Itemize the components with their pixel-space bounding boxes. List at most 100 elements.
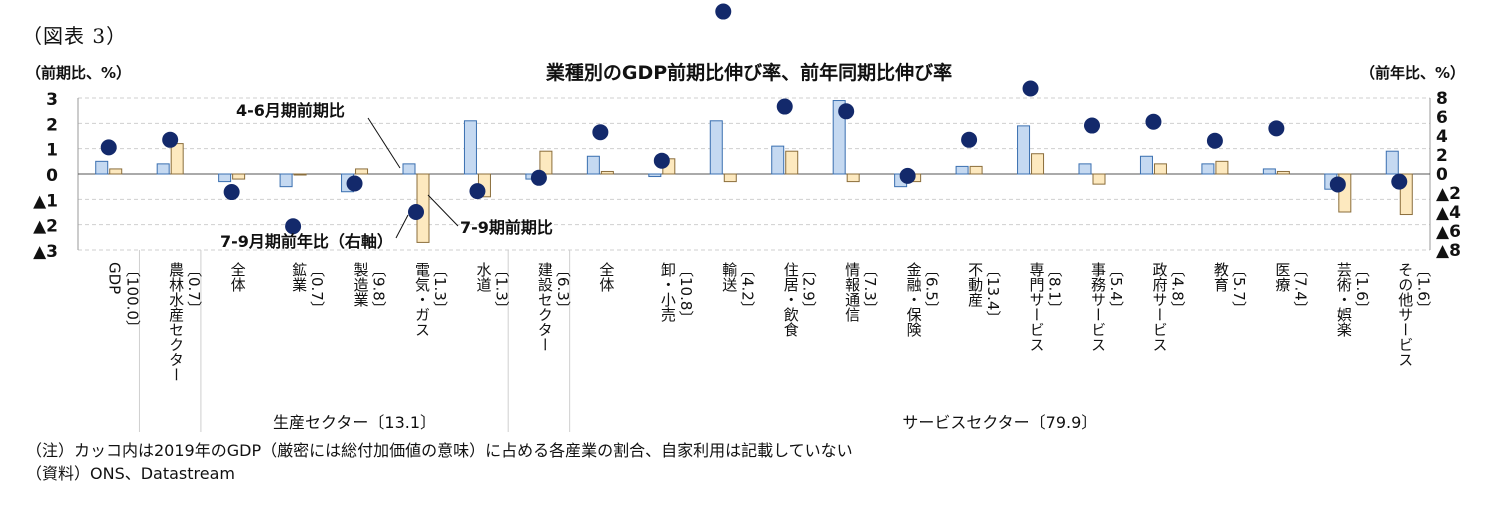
bar [846, 173, 860, 183]
category-label: 全体 [229, 261, 247, 292]
bar [1017, 125, 1031, 175]
bar [1153, 163, 1167, 175]
bar [1276, 170, 1290, 175]
category-label: 輸送 [720, 262, 738, 293]
bar [218, 173, 232, 183]
category-label: GDP [106, 262, 124, 294]
data-point [1329, 176, 1346, 193]
bar [109, 168, 123, 175]
category-label: 情報通信 [843, 262, 861, 322]
y-right-tick-label: 8 [1436, 89, 1448, 109]
data-point [592, 124, 609, 141]
category-weight-label: 〔0.7〕 [185, 262, 203, 316]
bar [1139, 155, 1153, 175]
bar [969, 165, 983, 175]
category-label: 政府サービス [1150, 262, 1168, 352]
bar [170, 143, 184, 175]
data-point [1084, 117, 1100, 134]
y-right-tick-label: ▲8 [1436, 241, 1461, 261]
bar [1078, 163, 1092, 175]
y-right-tick-label: ▲2 [1436, 184, 1461, 204]
y-left-tick-label: 3 [46, 90, 58, 110]
category-weight-label: 〔10.8〕 [677, 262, 695, 325]
data-point [1145, 113, 1162, 130]
data-point [100, 139, 117, 156]
category-weight-label: 〔9.8〕 [370, 262, 388, 316]
y-left-tick-label: 1 [46, 141, 58, 161]
bar [463, 120, 477, 175]
bar [1262, 168, 1276, 175]
category-weight-label: 〔1.6〕 [1414, 262, 1432, 316]
category-label: その他サービス [1396, 262, 1414, 367]
series-annotation: 4-6月期前期比 [236, 101, 345, 120]
bar [232, 173, 246, 180]
y-left-tick-label: ▲1 [33, 191, 58, 211]
data-point [653, 152, 670, 169]
category-weight-label: 〔13.4〕 [984, 262, 1002, 325]
data-point [961, 131, 978, 148]
bar [1385, 150, 1399, 175]
category-label: 金融・保険 [905, 262, 923, 337]
category-label: 建設セクター [536, 262, 554, 352]
category-weight-label: 〔5.7〕 [1230, 262, 1248, 316]
category-label: 電気・ガス [413, 262, 431, 337]
data-point [1206, 132, 1223, 149]
category-weight-label: 〔4.2〕 [738, 262, 756, 316]
category-label: 鉱業 [290, 261, 308, 292]
category-label: 事務サービス [1089, 262, 1107, 352]
y-right-tick-label: 4 [1436, 127, 1448, 147]
category-weight-label: 〔7.3〕 [861, 262, 879, 316]
bar [648, 173, 662, 178]
data-point [346, 175, 363, 192]
category-weight-label: 〔1.3〕 [431, 262, 449, 316]
y-right-tick-label: 2 [1436, 146, 1448, 166]
category-weight-label: 〔8.1〕 [1046, 262, 1064, 316]
category-label: 住居・飲食 [782, 262, 800, 337]
category-label: 教育 [1212, 262, 1230, 292]
category-label: 農林水産セクター [167, 262, 185, 382]
figure-label: （図表 3） [22, 24, 128, 48]
bar [586, 155, 600, 175]
annotation-arrow [427, 194, 459, 227]
category-label: 水道 [474, 262, 492, 292]
bar [771, 145, 785, 175]
y-right-tick-label: 0 [1436, 165, 1448, 185]
series-annotation: 7-9期前期比 [460, 218, 553, 237]
chart-title: 業種別のGDP前期比伸び率、前年同期比伸び率 [545, 62, 953, 84]
y-left-tick-label: 2 [46, 115, 58, 135]
data-point [1391, 173, 1408, 190]
bar [355, 168, 369, 175]
category-label: 全体 [597, 261, 615, 292]
bar [1201, 163, 1215, 175]
category-weight-label: 〔0.7〕 [308, 262, 326, 316]
bar [95, 160, 109, 175]
bar [600, 170, 614, 175]
bar [1215, 160, 1229, 175]
y-right-tick-label: ▲6 [1436, 222, 1461, 242]
category-weight-label: 〔6.3〕 [554, 262, 572, 316]
y-left-unit: （前期比、%） [26, 64, 132, 82]
annotation-arrow [367, 117, 401, 169]
data-point [530, 169, 547, 186]
bar [293, 173, 307, 176]
data-point [223, 184, 240, 201]
bar [785, 150, 799, 175]
data-point [1268, 120, 1285, 137]
data-point [715, 3, 732, 20]
data-point [162, 131, 179, 148]
category-label: 不動産 [966, 262, 984, 308]
group-label: 生産セクター〔13.1〕 [273, 413, 436, 432]
source-text: （資料）ONS、Datastream [26, 464, 235, 483]
category-weight-label: 〔2.9〕 [800, 262, 818, 316]
y-right-tick-label: 6 [1436, 108, 1448, 128]
category-weight-label: 〔5.4〕 [1107, 262, 1125, 316]
y-right-tick-label: ▲4 [1436, 203, 1461, 223]
category-label: 卸・小売 [659, 262, 677, 323]
data-point [285, 218, 302, 235]
category-weight-label: 〔4.8〕 [1168, 262, 1186, 316]
data-point [776, 98, 793, 115]
category-label: 専門サービス [1028, 262, 1046, 352]
bar [955, 165, 969, 175]
category-label: 芸術・娯楽 [1335, 262, 1353, 337]
